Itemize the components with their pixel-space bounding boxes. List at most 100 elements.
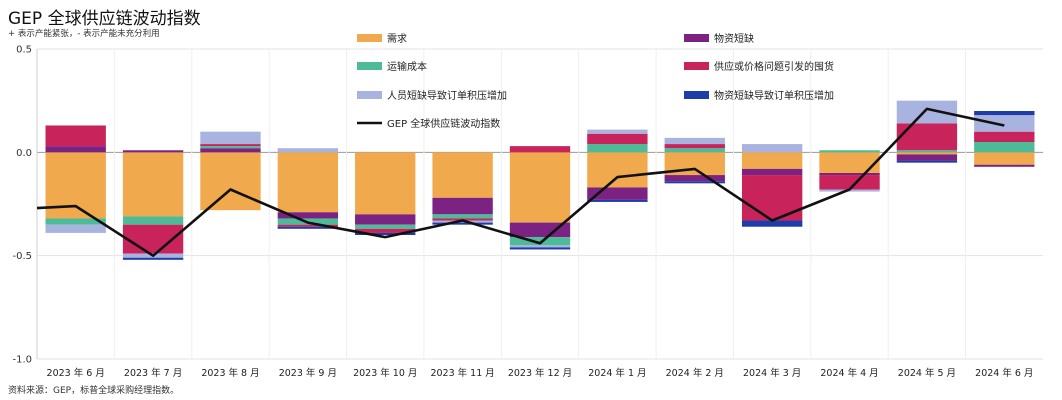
bar-segment	[122, 150, 184, 153]
legend-swatch	[684, 91, 709, 99]
bar-segment	[741, 152, 803, 169]
x-tick-label: 2023 年 9 月	[279, 367, 337, 379]
bar-segment	[664, 137, 725, 145]
x-tick-label: 2024 年 1 月	[588, 367, 646, 379]
bar-segment	[741, 144, 803, 153]
bar-segment	[509, 247, 571, 250]
bar-segment	[664, 175, 725, 182]
bar-segment	[896, 123, 958, 151]
line-layer	[36, 107, 1005, 257]
bar-segment	[355, 232, 416, 235]
x-tick-label: 2024 年 4 月	[820, 367, 878, 379]
x-tick-label: 2024 年 5 月	[898, 367, 956, 379]
bar-segment	[974, 111, 1035, 116]
bar-segment	[587, 144, 648, 153]
legend-label: 物资短缺	[714, 32, 754, 45]
bar-segment	[974, 142, 1035, 153]
y-tick-layer: 0.5 0.0 -0.5 -1.0	[12, 45, 32, 366]
bar-segment	[45, 152, 106, 219]
bar-segment	[200, 146, 261, 149]
source-note: 资料来源：GEP，标普全球采购经理指数。	[8, 386, 180, 396]
y-tick-label: -0.5	[12, 251, 32, 262]
legend-label: 供应或价格问题引发的囤货	[714, 60, 834, 73]
y-tick-label: 0.0	[16, 148, 32, 159]
bar-segment	[664, 181, 725, 184]
x-tick-layer: 2023 年 6 月 2023 年 7 月 2023 年 8 月 2023 年 9 月…	[47, 367, 1034, 379]
bar-segment	[509, 222, 571, 238]
bar-segment	[122, 257, 184, 260]
x-tick-label: 2023 年 11 月	[430, 367, 494, 379]
bar-segment	[587, 129, 648, 134]
grid-layer	[36, 48, 1043, 360]
bar-segment	[200, 152, 261, 211]
bar-segment	[355, 224, 416, 229]
bar-segment	[45, 125, 106, 147]
bar-segment	[277, 226, 339, 229]
bar-segment	[355, 214, 416, 225]
x-tick-label: 2023 年 12 月	[508, 367, 572, 379]
x-tick-label: 2023 年 10 月	[353, 367, 417, 379]
legend-label: 人员短缺导致订单积压增加	[387, 89, 507, 102]
bar-segment	[974, 152, 1035, 165]
legend-swatch	[684, 62, 709, 70]
bar-segment	[741, 220, 803, 227]
bar-segment	[509, 245, 571, 248]
bar-segment	[974, 131, 1035, 142]
bar-segment	[896, 160, 958, 163]
bars-layer	[45, 100, 1035, 260]
bar-segment	[819, 152, 880, 173]
legend-swatch	[357, 62, 382, 70]
legend-label: GEP 全球供应链波动指数	[387, 117, 500, 130]
legend-label: 需求	[387, 33, 407, 45]
bar-segment	[896, 100, 958, 124]
bar-segment	[664, 148, 725, 153]
y-tick-label: 0.5	[16, 45, 32, 56]
legend-swatch	[357, 34, 382, 42]
chart-title: GEP 全球供应链波动指数	[8, 9, 201, 29]
bar-segment	[200, 148, 261, 153]
bar-segment	[664, 144, 725, 149]
x-tick-label: 2023 年 8 月	[201, 367, 259, 379]
bar-segment	[200, 144, 261, 147]
bar-segment	[277, 224, 339, 227]
bar-segment	[587, 133, 648, 145]
legend-label: 运输成本	[387, 60, 427, 73]
bar-segment	[896, 150, 958, 153]
bar-segment	[45, 224, 106, 233]
x-tick-label: 2024 年 2 月	[666, 367, 724, 379]
bar-segment	[432, 214, 493, 219]
index-line	[36, 107, 1005, 257]
bar-segment	[122, 152, 184, 217]
x-tick-label: 2023 年 6 月	[47, 367, 105, 379]
x-tick-label: 2024 年 6 月	[975, 367, 1033, 379]
bar-segment	[277, 148, 339, 153]
bar-segment	[355, 228, 416, 233]
bar-segment	[896, 154, 958, 161]
bar-segment	[974, 115, 1035, 132]
bar-segment	[122, 216, 184, 225]
bar-segment	[45, 146, 106, 153]
bar-segment	[355, 152, 416, 215]
bar-segment	[45, 218, 106, 225]
bar-segment	[587, 199, 648, 202]
bar-segment	[819, 175, 880, 190]
bar-segment	[896, 152, 958, 155]
bar-segment	[741, 175, 803, 221]
bar-segment	[200, 131, 261, 145]
x-tick-label: 2023 年 7 月	[124, 367, 182, 379]
chart-subtitle: + 表示产能紧张，- 表示产能未充分利用	[8, 29, 160, 39]
bar-segment	[509, 146, 571, 153]
y-tick-label: -1.0	[12, 355, 32, 366]
bar-segment	[819, 173, 880, 176]
bar-segment	[277, 212, 339, 219]
bar-segment	[509, 152, 571, 223]
bar-segment	[432, 197, 493, 215]
legend-swatch	[357, 91, 382, 99]
bar-segment	[974, 164, 1035, 167]
bar-segment	[277, 152, 339, 213]
x-tick-label: 2024 年 3 月	[743, 367, 801, 379]
legend-swatch	[684, 34, 709, 42]
bar-segment	[819, 150, 880, 153]
